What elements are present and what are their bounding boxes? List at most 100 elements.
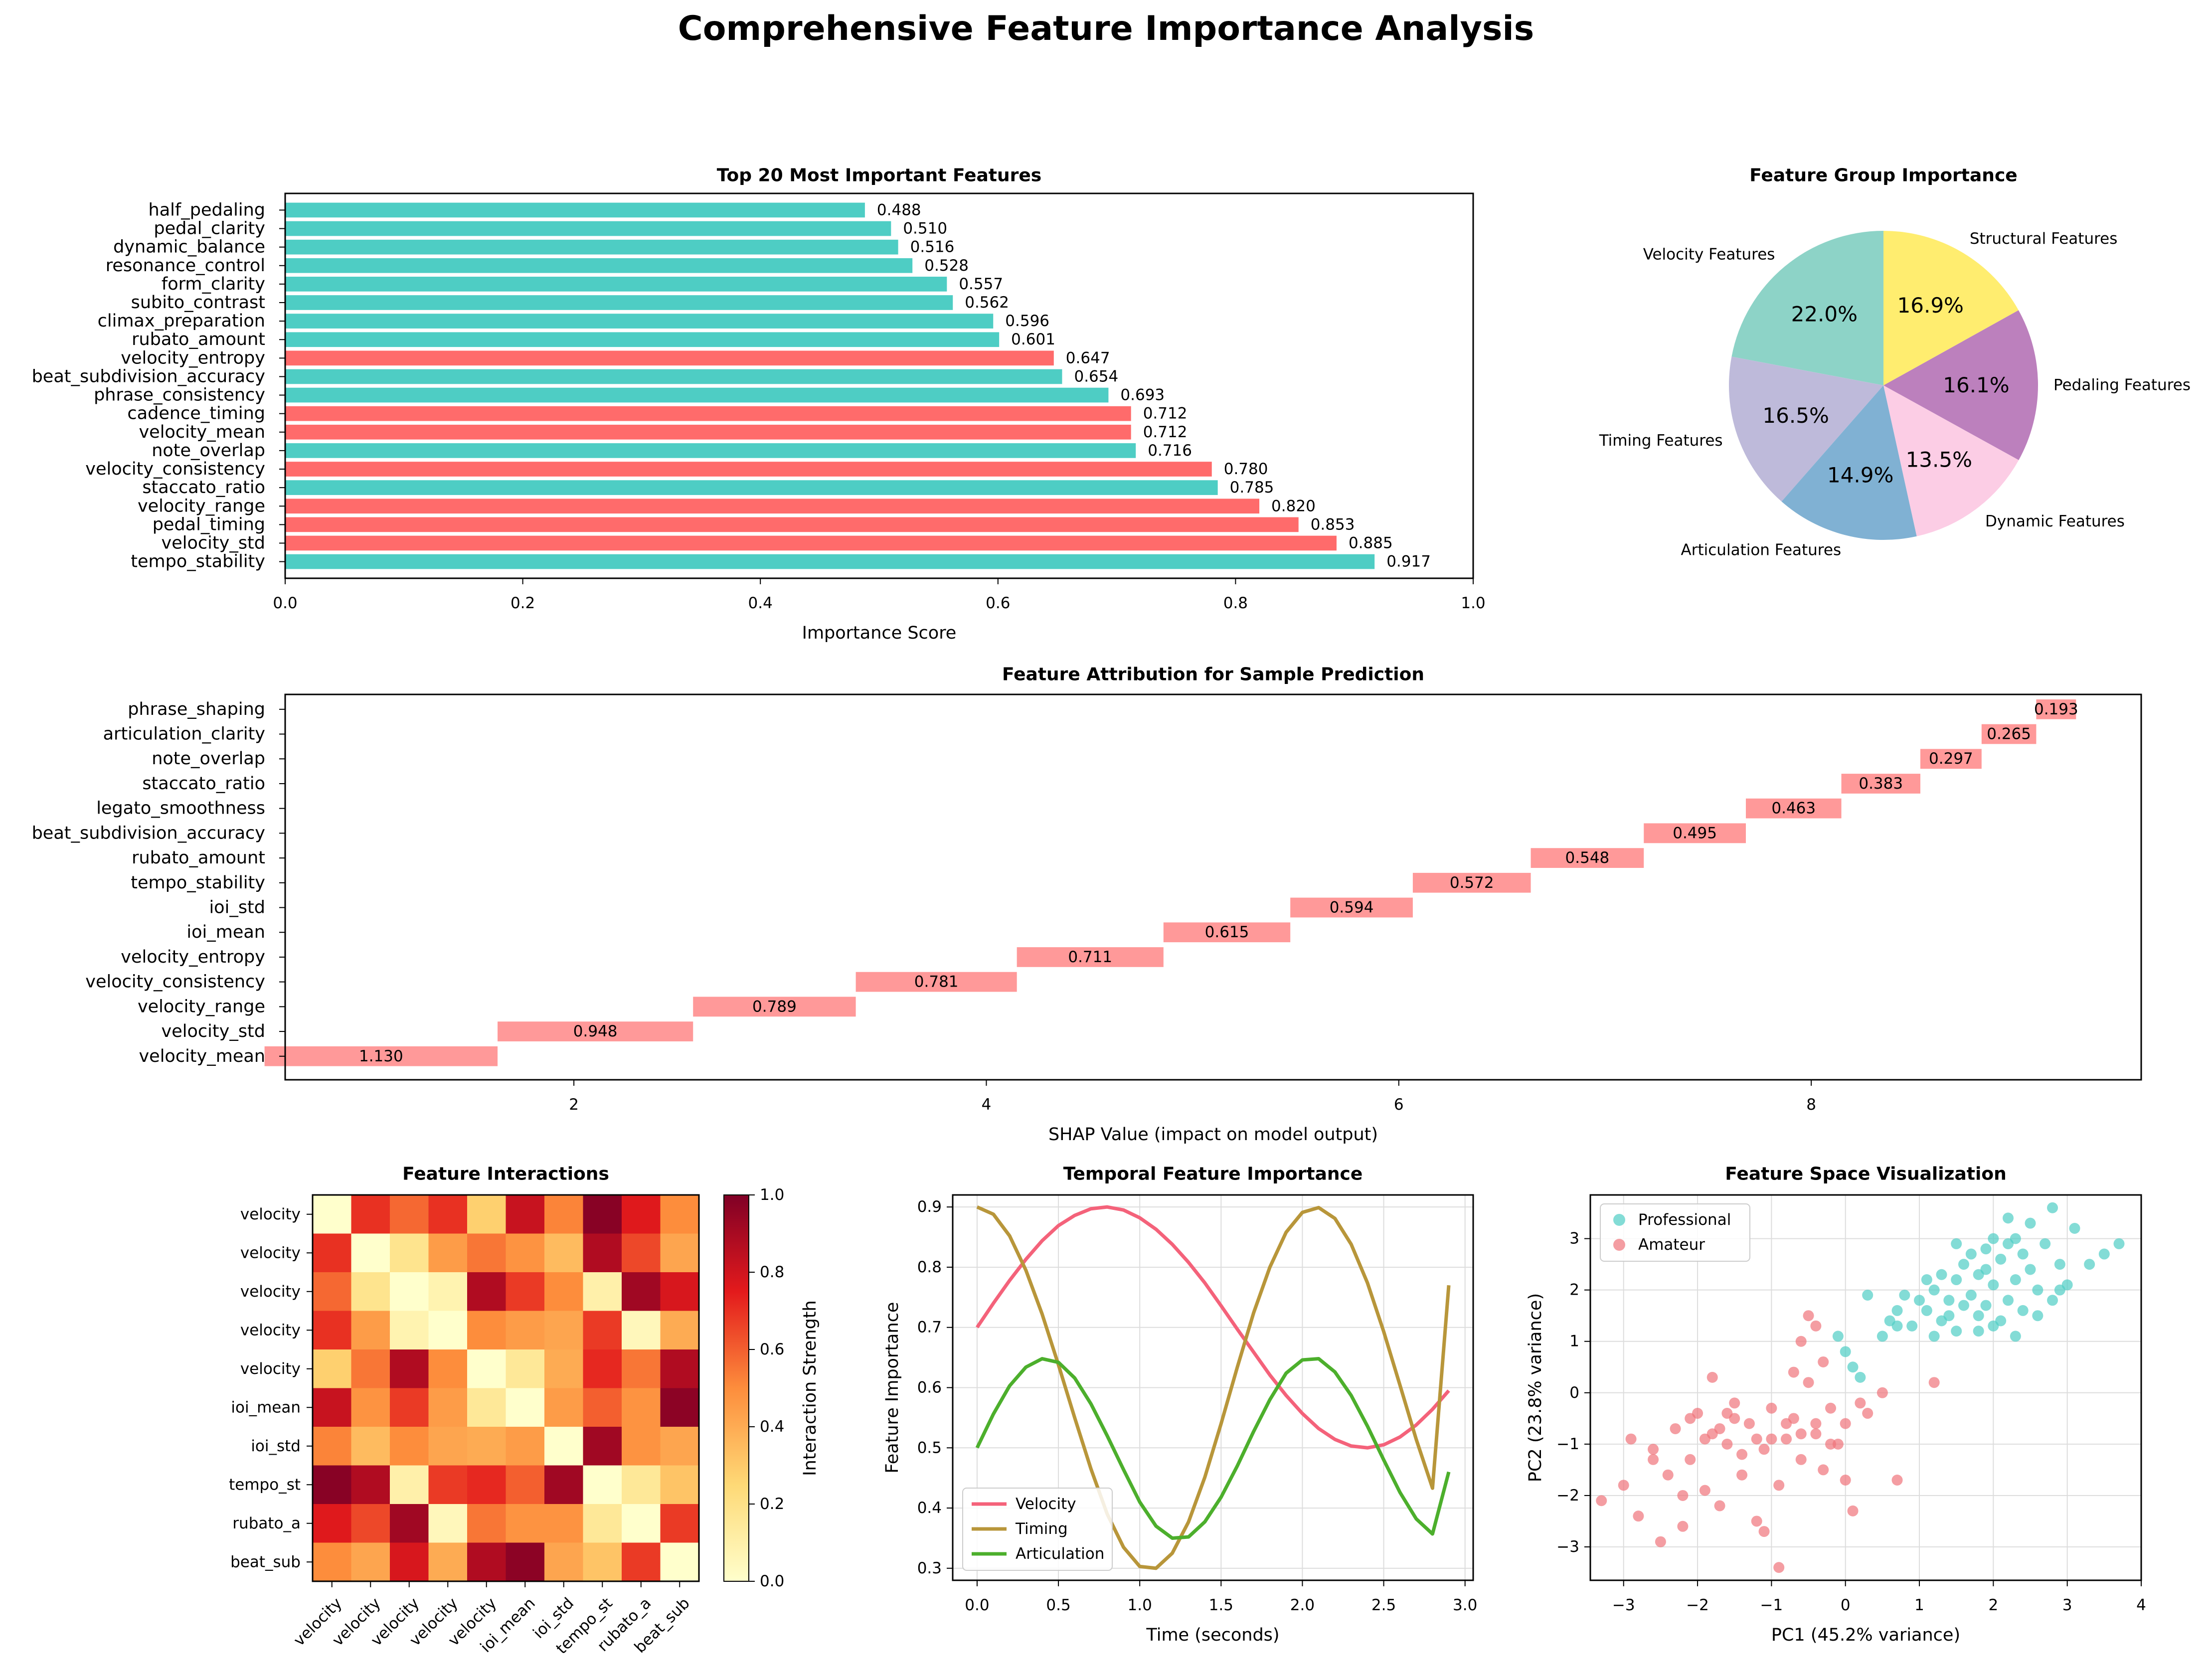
series-line-articulation [975,1357,1451,1540]
heatmap-cell [428,1388,468,1427]
heatmap-cell [622,1465,661,1505]
pie-pct-label: 14.9% [1827,463,1893,488]
pie-slice [1781,385,1917,540]
y-tick-label: 0.9 [917,1198,942,1216]
x-tick-label: 1.5 [1209,1596,1233,1614]
chart-title: Feature Interactions [402,1164,609,1184]
scatter-point-amateur [1795,1336,1807,1347]
pie-slice [1883,310,2039,460]
scatter-point-professional [2010,1274,2021,1286]
heatmap-cell [660,1427,699,1466]
bar-value-label: 0.781 [914,973,959,991]
heatmap-cell [467,1311,506,1350]
pie-slice [1729,356,1883,502]
bar-value-label: 0.712 [1143,405,1188,423]
chart-title: Feature Attribution for Sample Predictio… [1002,665,1424,685]
bar-value-label: 0.780 [1224,460,1268,478]
y-tick-label: 0.8 [917,1258,942,1276]
scatter-point-professional [1958,1259,1970,1270]
heatmap-cell [428,1542,468,1582]
scatter-point-professional [1921,1274,1932,1286]
heatmap-cell [313,1542,351,1582]
heatmap-cell [544,1233,583,1273]
bar-value-label: 0.948 [573,1022,618,1040]
scatter-point-professional [2054,1284,2065,1296]
scatter-point-professional [1891,1305,1903,1316]
x-tick-label: 1.0 [1128,1596,1152,1614]
bar-category-label: tempo_stability [131,552,265,572]
heatmap-row-label: tempo_st [229,1476,301,1494]
y-tick-label: 0.3 [917,1559,942,1577]
heatmap-cell [583,1504,622,1543]
x-tick-label: 4 [2136,1596,2146,1614]
scatter-point-professional [2032,1310,2043,1322]
heatmap-cell [428,1349,468,1388]
scatter-point-amateur [1662,1469,1674,1481]
scatter-point-professional [2025,1264,2036,1275]
bar [285,443,1136,458]
y-tick-label: 0.4 [917,1499,942,1517]
heatmap-cell [313,1195,351,1234]
pie-label: Timing Features [1599,432,1723,450]
scatter-point-amateur [1840,1418,1851,1429]
scatter-point-amateur [1751,1515,1762,1527]
bar [285,277,947,292]
y-tick-label: 0.7 [917,1319,942,1337]
bar [285,462,1212,477]
heatmap-cell [506,1311,545,1350]
heatmap-cell [313,1272,351,1311]
heatmap-cell [660,1272,699,1311]
chart-title: Top 20 Most Important Features [717,166,1041,186]
heatmap-cell [351,1272,390,1311]
bar-category-label: resonance_control [106,256,265,276]
waterfall-bar [1531,848,1644,868]
scatter-point-amateur [1648,1454,1659,1465]
scatter-point-professional [2084,1259,2095,1270]
heatmap-row-label: rubato_a [232,1514,301,1532]
bar-category-label: note_overlap [152,749,265,769]
bar-value-label: 0.647 [1066,349,1110,367]
scatter-point-professional [1862,1289,1873,1301]
heatmap-cell [506,1233,545,1273]
scatter-point-professional [1951,1326,1962,1337]
bar-value-label: 0.917 [1386,553,1431,571]
heatmap-cell [583,1233,622,1273]
pie-slice [1883,385,2019,536]
y-tick-label: 2 [1569,1281,1579,1299]
x-axis-label: SHAP Value (impact on model output) [1048,1125,1378,1145]
heatmap-cell [544,1349,583,1388]
heatmap-cell [467,1349,506,1388]
legend-box [1600,1203,1750,1262]
heatmap-cell [622,1504,661,1543]
scatter-point-amateur [1736,1449,1748,1460]
axes-frame [952,1194,1474,1581]
bar-category-label: articulation_clarity [103,724,265,744]
heatmap-row-label: ioi_std [251,1437,301,1455]
axes-frame [284,693,2142,1081]
chart-title: Feature Group Importance [1749,166,2017,186]
scatter-point-amateur [1825,1438,1837,1450]
heatmap-cell [351,1388,390,1427]
bar-category-label: form_clarity [162,274,265,294]
scatter-point-professional [1914,1295,1925,1306]
heatmap-cell [544,1272,583,1311]
scatter-point-amateur [1758,1526,1770,1537]
bar-category-label: rubato_amount [132,848,265,868]
heatmap-cell [467,1504,506,1543]
colorbar [723,1194,749,1582]
heatmap-cell [583,1311,622,1350]
scatter-point-amateur [1677,1520,1689,1532]
heatmap-cell [506,1465,545,1505]
bar-category-label: cadence_timing [127,404,265,424]
heatmap-cell [467,1427,506,1466]
legend-label: Amateur [1638,1236,1705,1254]
y-tick-label: −1 [1556,1435,1579,1453]
pie-pct-label: 16.5% [1762,403,1829,428]
scatter-point-professional [2113,1238,2125,1249]
bar-value-label: 0.557 [959,275,1003,293]
scatter-point-amateur [1810,1428,1822,1440]
scatter-point-amateur [1685,1413,1696,1424]
heatmap-cell [428,1272,468,1311]
scatter-point-professional [1951,1238,1962,1249]
